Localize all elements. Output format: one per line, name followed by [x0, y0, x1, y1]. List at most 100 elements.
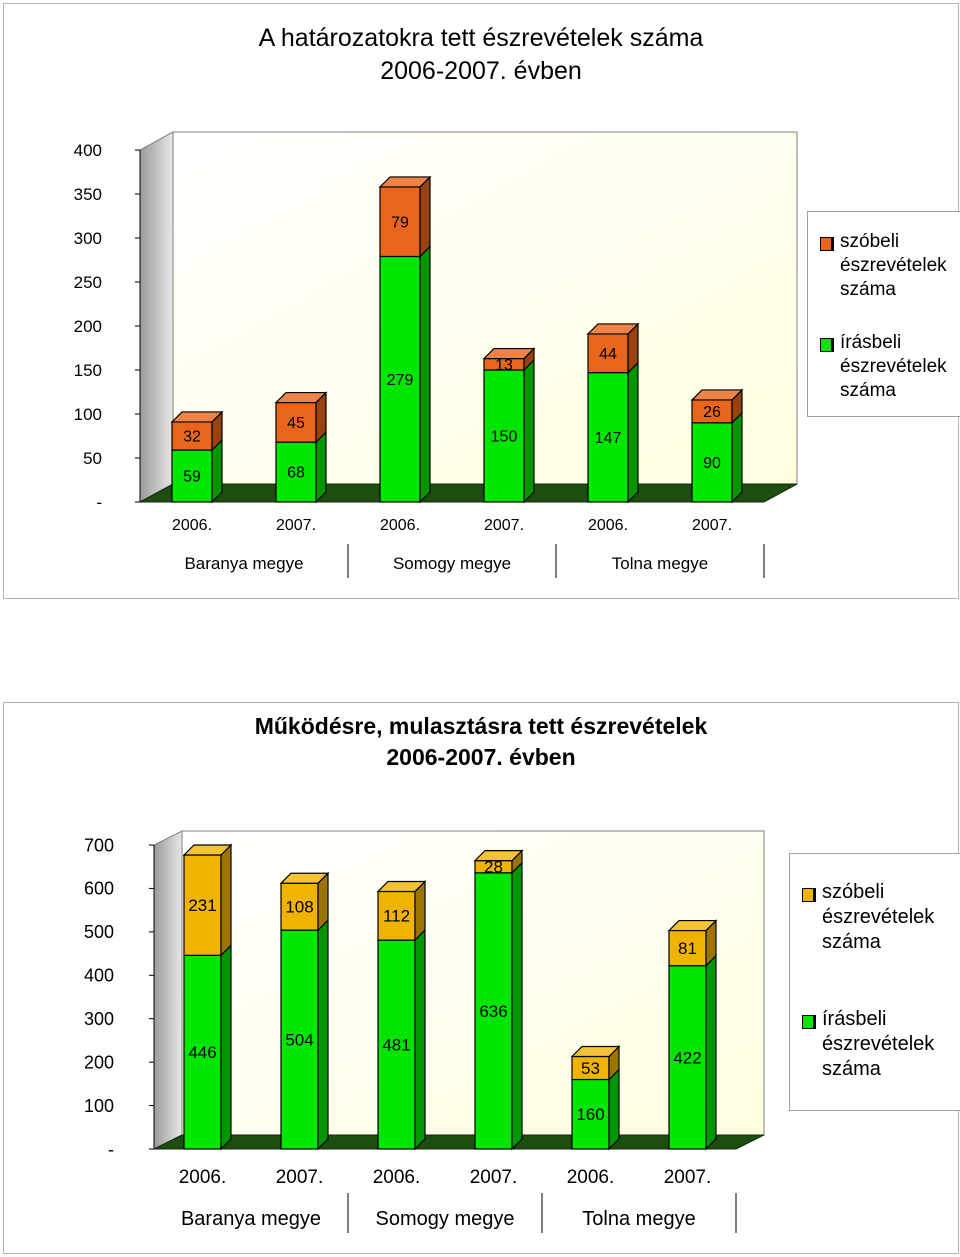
- legend-1-swatch-oral: [820, 237, 834, 251]
- chart-2-title-line-1: Működésre, mulasztásra tett észrevételek: [254, 713, 708, 739]
- bar-top-oral: [570, 1045, 621, 1058]
- bar-top-oral: [690, 389, 744, 401]
- data-label-written: 90: [703, 455, 721, 472]
- x-category-label: 2007.: [276, 517, 316, 534]
- chart-1-title-line-1: A határozatokra tett észrevételek száma: [258, 24, 704, 52]
- bar-front-oral: [275, 401, 317, 443]
- y-tick-label: 350: [74, 185, 102, 204]
- bar-top-oral: [279, 872, 330, 884]
- bar-front-oral: [171, 421, 213, 451]
- bar-top-oral: [586, 323, 640, 335]
- bar-side-oral: [419, 175, 431, 258]
- data-label-written: 422: [673, 1048, 701, 1067]
- bar-front-written: [280, 929, 319, 1150]
- y-tick-label: 600: [84, 879, 114, 899]
- bar-front-oral: [183, 854, 222, 956]
- y-tick-label: 300: [84, 1009, 114, 1029]
- y-tick-label: 400: [84, 966, 114, 986]
- data-label-oral: 44: [599, 346, 617, 363]
- data-label-oral: 79: [391, 214, 409, 231]
- chart-1-plot: - 50 100 150 200 250 300 350 400 59 32 2006. 68 45 200…: [74, 131, 798, 578]
- legend-1-label-written: írásbeli észrevételek száma: [840, 332, 947, 401]
- bar-side-written: [220, 943, 232, 1151]
- x-group-label: Baranya megye: [181, 1208, 321, 1230]
- data-label-oral: 81: [678, 939, 697, 958]
- chart-back-wall: [181, 830, 765, 1136]
- data-label-oral: 32: [183, 429, 201, 446]
- data-label-written: 150: [491, 429, 518, 446]
- data-label-oral: 112: [383, 907, 410, 926]
- data-label-written: 59: [183, 469, 201, 486]
- bar-side-written: [523, 358, 535, 504]
- data-label-oral: 108: [285, 898, 313, 917]
- x-category-label: 2006.: [179, 1167, 227, 1188]
- legend-2-label-oral: szóbeli észrevételek száma: [822, 881, 935, 953]
- data-label-written: 68: [287, 465, 305, 482]
- bar-side-written: [627, 361, 639, 504]
- x-group-label: Somogy megye: [393, 554, 511, 573]
- y-tick-label: 400: [74, 141, 102, 160]
- bar-front-written: [474, 872, 513, 1150]
- data-label-oral: 53: [581, 1059, 600, 1078]
- y-tick-label: 50: [83, 449, 102, 468]
- chart-panel-2: Működésre, mulasztásra tett észrevételek…: [3, 702, 960, 1254]
- bar-top-oral: [378, 176, 432, 188]
- legend-2-swatch-written: [802, 1015, 816, 1029]
- y-tick-label: 300: [74, 229, 102, 248]
- bar-front-written: [379, 255, 421, 503]
- data-label-written: 147: [595, 430, 622, 447]
- x-group-label: Somogy megye: [376, 1208, 515, 1230]
- legend-2-swatch-oral: [802, 888, 816, 902]
- y-tick-label: 150: [74, 361, 102, 380]
- bar-side-written: [511, 861, 523, 1151]
- bar-side-written: [414, 928, 426, 1151]
- chart-2-legend: szóbeli észrevételek száma írásbeli észr…: [789, 853, 960, 1111]
- chart-2-plot: - 100 200 300 400 500 600 700 446 231 2006. 504 108 2…: [84, 830, 765, 1233]
- x-category-label: 2006.: [588, 517, 628, 534]
- y-tick-label: -: [96, 493, 102, 512]
- y-tick-label: 700: [84, 835, 114, 855]
- bar-top-oral: [170, 411, 224, 423]
- bar-top-oral: [667, 919, 718, 932]
- x-group-label: Tolna megye: [612, 554, 708, 573]
- bar-front-oral: [668, 929, 707, 967]
- bar-top-oral: [482, 347, 536, 360]
- bar-front-written: [171, 449, 213, 503]
- chart-side-wall: [153, 830, 183, 1150]
- y-tick-label: 250: [74, 273, 102, 292]
- data-label-written: 279: [387, 372, 414, 389]
- x-group-label: Baranya megye: [184, 554, 303, 573]
- data-label-oral: 231: [188, 896, 216, 915]
- bar-side-written: [731, 411, 743, 504]
- bar-side-written: [317, 918, 329, 1151]
- bar-side-written: [705, 954, 717, 1151]
- chart-panel-1: A határozatokra tett észrevételek száma …: [3, 3, 960, 599]
- data-label-written: 481: [382, 1036, 410, 1055]
- bar-side-written: [419, 245, 431, 504]
- y-tick-label: 200: [84, 1052, 114, 1072]
- y-tick-label: -: [108, 1139, 114, 1159]
- chart-2-title: Működésre, mulasztásra tett észrevételek…: [4, 711, 958, 773]
- chart-1-title: A határozatokra tett észrevételek száma …: [4, 22, 958, 88]
- chart-2-title-line-2: 2006-2007. évben: [386, 744, 576, 770]
- x-group-label: Tolna megye: [582, 1208, 695, 1230]
- bar-top-oral: [182, 844, 233, 856]
- data-label-oral: 45: [287, 415, 305, 432]
- x-category-label: 2006.: [567, 1167, 615, 1188]
- y-tick-label: 100: [74, 405, 102, 424]
- bar-top-oral: [473, 850, 524, 862]
- y-tick-label: 100: [84, 1096, 114, 1116]
- legend-2-label-written: írásbeli észrevételek száma: [822, 1008, 935, 1080]
- y-tick-label: 500: [84, 922, 114, 942]
- data-label-oral: 13: [495, 357, 513, 374]
- chart-1-title-line-2: 2006-2007. évben: [380, 57, 582, 85]
- data-label-oral: 28: [484, 858, 503, 877]
- bar-front-written: [587, 372, 629, 503]
- chart-1-legend: szóbeli észrevételek száma írásbeli észr…: [807, 211, 960, 417]
- bar-side-written: [315, 430, 327, 504]
- legend-1-swatch-written: [820, 338, 834, 352]
- bar-top-oral: [274, 391, 328, 404]
- bar-front-written: [483, 369, 525, 503]
- x-category-label: 2007.: [276, 1167, 324, 1188]
- x-category-label: 2007.: [470, 1167, 518, 1188]
